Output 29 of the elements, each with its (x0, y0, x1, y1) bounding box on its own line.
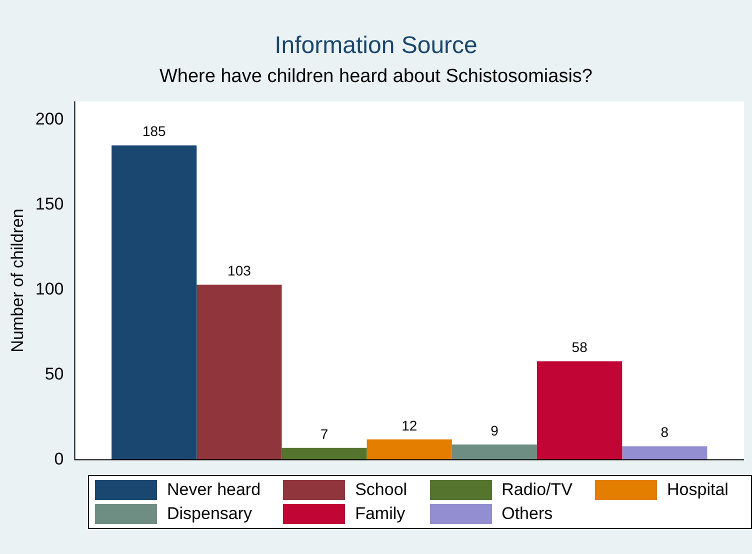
data-label: 12 (402, 417, 418, 434)
legend-label: Never heard (167, 480, 261, 500)
legend-label: Dispensary (167, 504, 252, 524)
chart-title: Information Source (274, 32, 478, 60)
legend-label: Family (355, 504, 406, 524)
y-tick-label: 50 (44, 364, 64, 384)
legend-label: School (355, 480, 408, 500)
data-label: 8 (660, 424, 669, 440)
data-label: 7 (320, 426, 328, 442)
bar (366, 439, 452, 460)
bar (537, 361, 622, 460)
bar (452, 444, 538, 460)
bar (196, 284, 282, 460)
y-axis-title: Number of children (8, 208, 27, 352)
data-label: 185 (142, 123, 166, 140)
bar (112, 145, 197, 460)
y-tick-label: 0 (54, 449, 64, 468)
y-tick-label: 200 (35, 110, 64, 129)
data-label: 58 (572, 339, 588, 356)
y-tick-label: 100 (35, 280, 64, 299)
legend-label: Others (502, 504, 553, 524)
legend-label: Radio/TV (502, 480, 572, 500)
data-label: 103 (228, 262, 252, 279)
y-tick-label: 150 (35, 194, 64, 214)
chart-subtitle: Where have children heard about Schistosomiasis? (158, 66, 594, 88)
legend-label: Hospital (667, 480, 728, 500)
bar (622, 446, 708, 460)
data-label: 9 (490, 422, 499, 438)
bar (282, 448, 367, 460)
